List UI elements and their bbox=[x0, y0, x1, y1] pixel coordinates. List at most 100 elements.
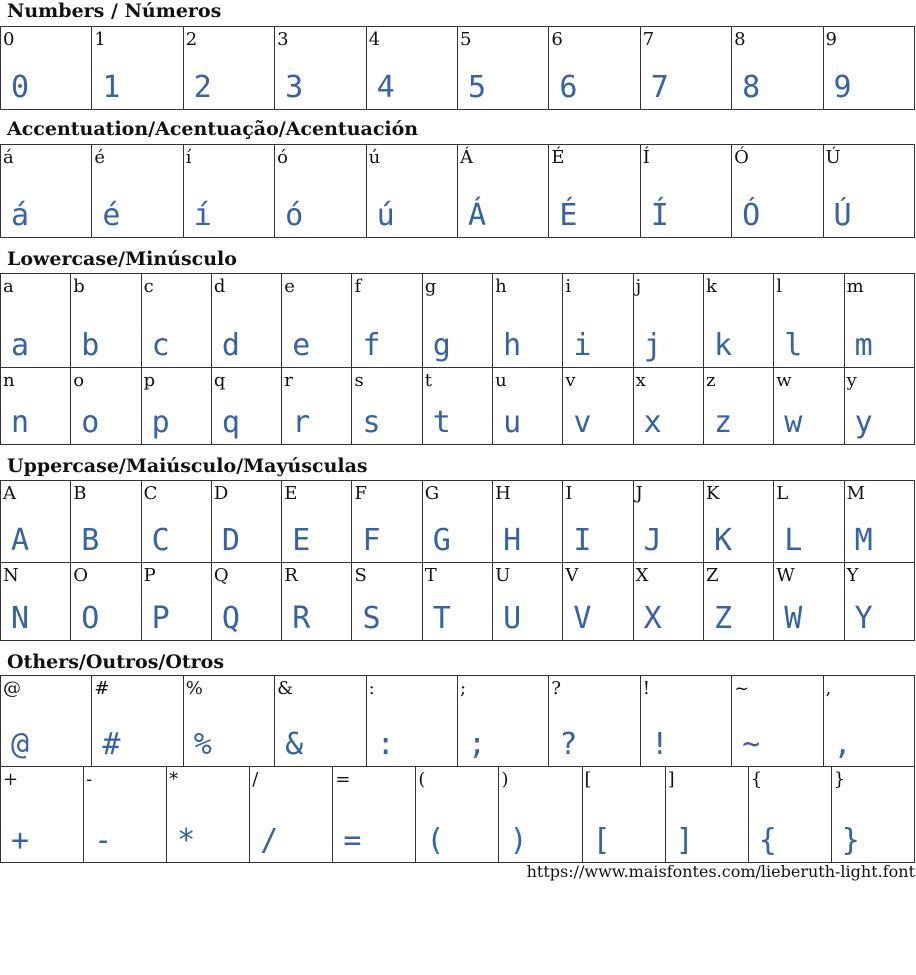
glyph-label: p bbox=[143, 370, 156, 391]
glyph-label: t bbox=[424, 370, 433, 391]
glyph-label: Z bbox=[705, 565, 719, 586]
glyph-sample: 4 bbox=[376, 70, 395, 105]
glyph-label: U bbox=[495, 565, 511, 586]
glyph-sample: 5 bbox=[467, 70, 487, 105]
glyph-sample: o bbox=[81, 405, 100, 440]
glyph-sample: x bbox=[643, 405, 662, 440]
glyph-sample: U bbox=[503, 601, 522, 636]
glyph-cell: ~ ~ bbox=[731, 675, 824, 767]
glyph-label: T bbox=[424, 565, 437, 586]
glyph-label: L bbox=[776, 483, 789, 504]
glyph-label: ( bbox=[418, 769, 426, 790]
glyph-sample: y bbox=[854, 405, 873, 440]
glyph-label: u bbox=[495, 370, 507, 391]
glyph-label: K bbox=[705, 483, 720, 504]
glyph-label: d bbox=[213, 276, 226, 297]
glyph-label: ! bbox=[642, 678, 650, 699]
source-url[interactable]: https://www.maisfontes.com/lieberuth-lig… bbox=[526, 862, 915, 881]
glyph-label: z bbox=[705, 370, 716, 391]
glyph-sample: ? bbox=[559, 727, 578, 762]
glyph-table: + + - - * * / / = =(())[[]]{{}} bbox=[0, 766, 916, 863]
glyph-sample: C bbox=[151, 523, 170, 558]
glyph-label: # bbox=[94, 678, 110, 699]
section-title: Lowercase/Minúsculo bbox=[7, 248, 237, 270]
glyph-label: e bbox=[284, 276, 295, 297]
glyph-label: v bbox=[565, 370, 576, 391]
glyph-cell: / / bbox=[249, 766, 334, 863]
glyph-cell: ?? bbox=[548, 675, 641, 767]
glyph-label: 3 bbox=[277, 29, 289, 50]
glyph-label: f bbox=[354, 276, 362, 297]
glyph-cell: (( bbox=[415, 766, 500, 863]
glyph-sample: ; bbox=[467, 727, 487, 762]
glyph-sample: & bbox=[285, 727, 304, 762]
glyph-sample: 0 bbox=[11, 70, 30, 105]
glyph-sample: ú bbox=[376, 198, 395, 233]
glyph-label: j bbox=[635, 276, 642, 297]
glyph-sample: b bbox=[81, 328, 100, 363]
glyph-table: @ @ # #%% & &::;;??!! ~ ~,, bbox=[0, 675, 916, 767]
glyph-label: - bbox=[86, 769, 93, 790]
glyph-label: í bbox=[185, 147, 192, 168]
glyph-sample: N bbox=[11, 601, 30, 636]
glyph-sample: f bbox=[362, 328, 381, 363]
glyph-label: y bbox=[846, 370, 857, 391]
glyph-sample: d bbox=[221, 328, 240, 363]
glyph-label: ; bbox=[459, 678, 467, 699]
glyph-sample: é bbox=[102, 198, 121, 233]
glyph-label: Á bbox=[459, 147, 473, 168]
glyph-sample: F bbox=[362, 523, 381, 558]
glyph-label: P bbox=[143, 565, 156, 586]
glyph-sample: í bbox=[193, 198, 212, 233]
glyph-label: h bbox=[495, 276, 507, 297]
glyph-label: V bbox=[565, 565, 579, 586]
glyph-sample: ( bbox=[426, 823, 445, 858]
glyph-cell: )) bbox=[498, 766, 583, 863]
glyph-label: N bbox=[3, 565, 19, 586]
glyph-label: l bbox=[776, 276, 783, 297]
glyph-label: x bbox=[635, 370, 646, 391]
glyph-sample: + bbox=[11, 823, 30, 858]
glyph-label: Í bbox=[642, 147, 650, 168]
glyph-label: ú bbox=[368, 147, 381, 168]
glyph-sample: m bbox=[854, 328, 873, 363]
glyph-label: 7 bbox=[642, 29, 655, 50]
glyph-sample: É bbox=[559, 198, 578, 233]
glyph-sample: h bbox=[503, 328, 522, 363]
glyph-sample: * bbox=[177, 823, 196, 858]
